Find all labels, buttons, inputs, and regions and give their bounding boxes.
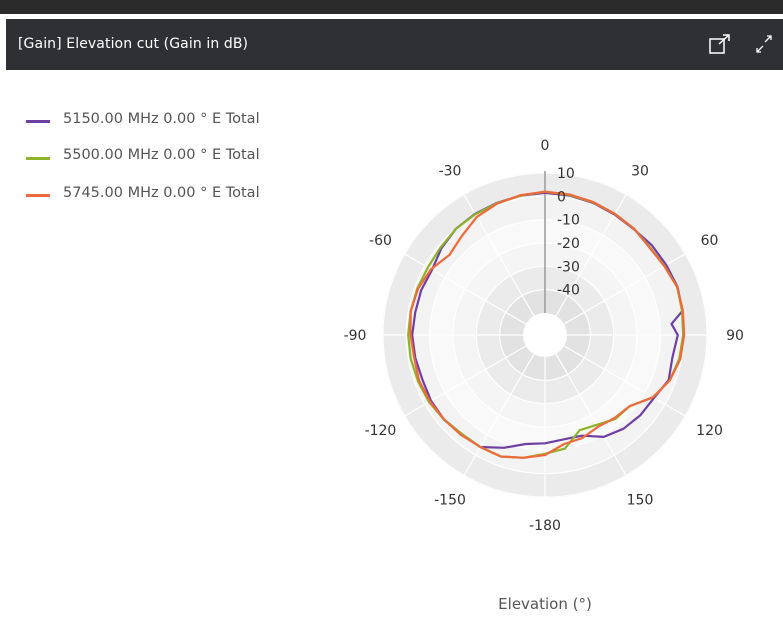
angle-tick-label: -60 <box>369 233 392 249</box>
angle-tick-label: -90 <box>344 328 367 344</box>
angle-tick-label: -30 <box>439 163 462 179</box>
radial-tick-label: -40 <box>557 283 580 299</box>
angle-tick-label: -120 <box>365 423 397 439</box>
angle-tick-label: 30 <box>631 163 649 179</box>
radial-tick-label: 0 <box>557 189 566 205</box>
angle-tick-label: 120 <box>696 423 723 439</box>
radial-tick-label: -20 <box>557 236 580 252</box>
radial-tick-label: -10 <box>557 213 580 229</box>
radial-tick-label: 10 <box>557 166 575 182</box>
angle-tick-label: 60 <box>701 233 719 249</box>
angle-tick-label: 0 <box>541 138 550 154</box>
angle-tick-label: -150 <box>434 493 466 509</box>
polar-center <box>523 313 567 357</box>
radial-tick-label: -30 <box>557 259 580 275</box>
angle-tick-label: 90 <box>726 328 744 344</box>
angle-tick-label: -180 <box>529 518 561 534</box>
angle-tick-label: 150 <box>627 493 654 509</box>
axis-title: Elevation (°) <box>498 595 592 613</box>
